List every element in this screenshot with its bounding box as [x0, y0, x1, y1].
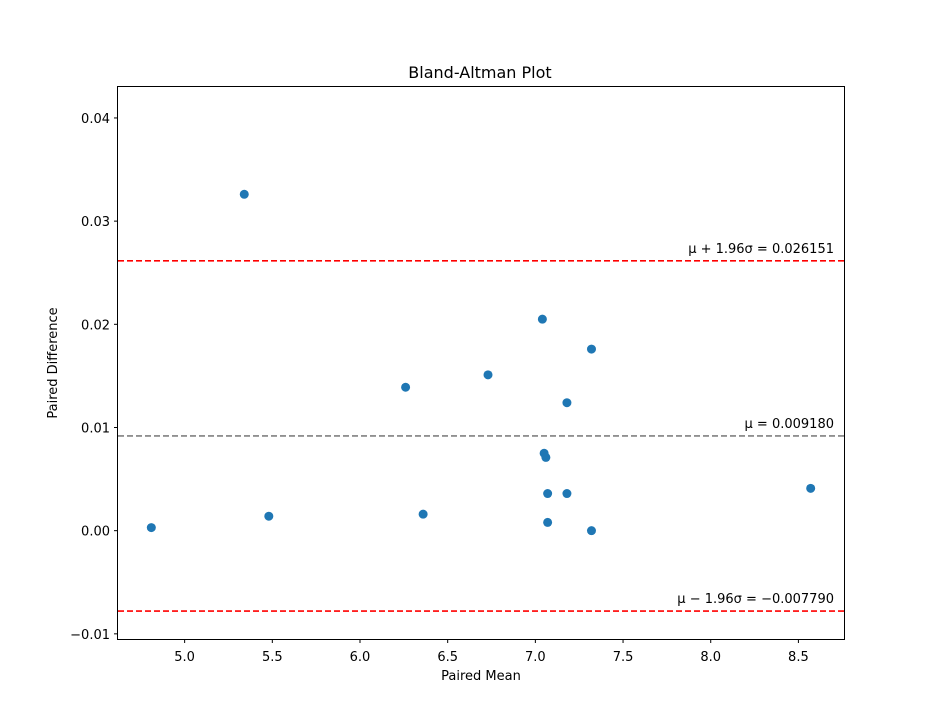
- y-axis-ticks: −0.01 0.00 0.01 0.02 0.03 0.04: [70, 112, 118, 643]
- x-tick-label: 5.0: [174, 650, 195, 665]
- y-tick-label: 0.02: [81, 318, 110, 333]
- data-point: [586, 344, 596, 354]
- data-point: [146, 523, 156, 533]
- x-tick-label: 8.0: [700, 650, 721, 665]
- x-tick-label: 7.5: [613, 650, 634, 665]
- y-tick-label: −0.01: [70, 628, 110, 643]
- y-tick-label: 0.04: [81, 112, 110, 127]
- data-point: [264, 511, 274, 521]
- data-point: [418, 509, 428, 519]
- data-points: [146, 189, 816, 536]
- data-point: [562, 489, 572, 499]
- data-point: [541, 452, 551, 462]
- x-tick-label: 8.5: [788, 650, 809, 665]
- x-axis-ticks: 5.0 5.5 6.0 6.5 7.0 7.5 8.0 8.5: [174, 639, 809, 665]
- data-point: [586, 526, 596, 536]
- x-tick-label: 6.5: [437, 650, 458, 665]
- x-tick-label: 6.0: [350, 650, 371, 665]
- y-tick-label: 0.03: [81, 215, 110, 230]
- data-point: [543, 517, 553, 527]
- reference-lines: μ + 1.96σ = 0.026151 μ = 0.009180 μ − 1.96…: [118, 242, 844, 612]
- y-tick-label: 0.00: [81, 525, 110, 540]
- chart-title: Bland-Altman Plot: [408, 63, 551, 82]
- data-point: [483, 370, 493, 380]
- y-tick-label: 0.01: [81, 421, 110, 436]
- data-point: [806, 483, 816, 493]
- data-point: [401, 382, 411, 392]
- reference-line-label: μ − 1.96σ = −0.007790: [677, 592, 834, 607]
- reference-line-label: μ = 0.009180: [745, 417, 834, 432]
- y-axis-label: Paired Difference: [46, 307, 61, 418]
- x-tick-label: 7.0: [525, 650, 546, 665]
- reference-line-label: μ + 1.96σ = 0.026151: [688, 242, 834, 257]
- x-axis-label: Paired Mean: [441, 669, 521, 684]
- data-point: [562, 398, 572, 408]
- data-point: [543, 489, 553, 499]
- plot-frame: [117, 86, 845, 640]
- data-point: [239, 189, 249, 199]
- x-tick-label: 5.5: [262, 650, 283, 665]
- data-point: [537, 314, 547, 324]
